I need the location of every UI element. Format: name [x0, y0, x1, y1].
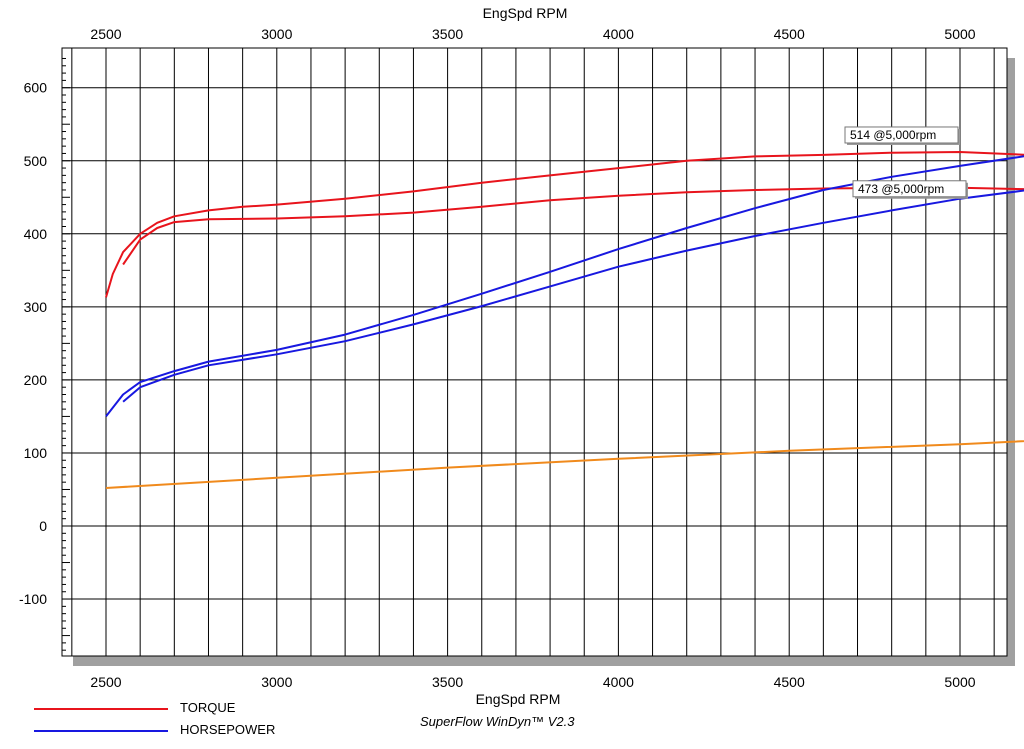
series-group	[105, 151, 1024, 489]
annotation-box	[844, 126, 959, 144]
x-axis-title-bottom: EngSpd RPM	[476, 691, 561, 707]
y-tick-label: 400	[24, 226, 48, 242]
legend-item-torque: TORQUE	[34, 698, 334, 720]
legend-label-horsepower: HORSEPOWER	[180, 722, 276, 737]
x-tick-label-top: 2500	[90, 26, 121, 42]
plot-area	[61, 47, 1008, 657]
x-tick-label-top: 4500	[774, 26, 805, 42]
x-tick-label-top: 3000	[261, 26, 292, 42]
x-tick-labels-top: 2500300035004000450050005500600065007000…	[90, 26, 975, 42]
series-line-0	[105, 151, 1024, 298]
series-line-2	[105, 155, 1024, 418]
x-axis-title-top: EngSpd RPM	[483, 5, 568, 21]
series-line-3	[122, 189, 1024, 403]
x-tick-label-bottom: 3500	[432, 674, 463, 690]
legend-item-horsepower: HORSEPOWER	[34, 720, 334, 742]
annotation-box	[852, 180, 967, 198]
x-tick-label-bottom: 4500	[774, 674, 805, 690]
x-tick-label-bottom: 2500	[90, 674, 121, 690]
legend-label-torque: TORQUE	[180, 700, 236, 715]
series-line-4	[105, 440, 1024, 489]
legend-swatch-horsepower	[34, 730, 168, 732]
x-tick-label-top: 3500	[432, 26, 463, 42]
y-tick-label: -100	[19, 591, 47, 607]
x-tick-label-bottom: 4000	[603, 674, 634, 690]
y-tick-label: 100	[24, 445, 48, 461]
legend-swatch-torque	[34, 708, 168, 710]
legend: TORQUE HORSEPOWER	[34, 698, 334, 742]
software-footer: SuperFlow WinDyn™ V2.3	[420, 714, 575, 729]
minor-ticks	[62, 57, 70, 651]
annotation-label: 514 @5,000rpm	[850, 128, 936, 142]
x-tick-label-top: 5000	[944, 26, 975, 42]
annotation-label: 473 @5,000rpm	[858, 182, 944, 196]
grid	[62, 48, 1007, 656]
x-tick-labels-bottom: 2500300035004000450050005500600065007000…	[90, 674, 975, 690]
y-tick-label: 200	[24, 372, 48, 388]
series-line-1	[122, 186, 1024, 266]
x-tick-label-top: 4000	[603, 26, 634, 42]
y-tick-labels: -100 0 100 200 300 400 500 600	[19, 80, 47, 607]
y-tick-label: 600	[24, 80, 48, 96]
y-tick-label: 500	[24, 153, 48, 169]
x-tick-label-bottom: 3000	[261, 674, 292, 690]
x-tick-label-bottom: 5000	[944, 674, 975, 690]
y-tick-label: 300	[24, 299, 48, 315]
y-tick-label: 0	[39, 518, 47, 534]
